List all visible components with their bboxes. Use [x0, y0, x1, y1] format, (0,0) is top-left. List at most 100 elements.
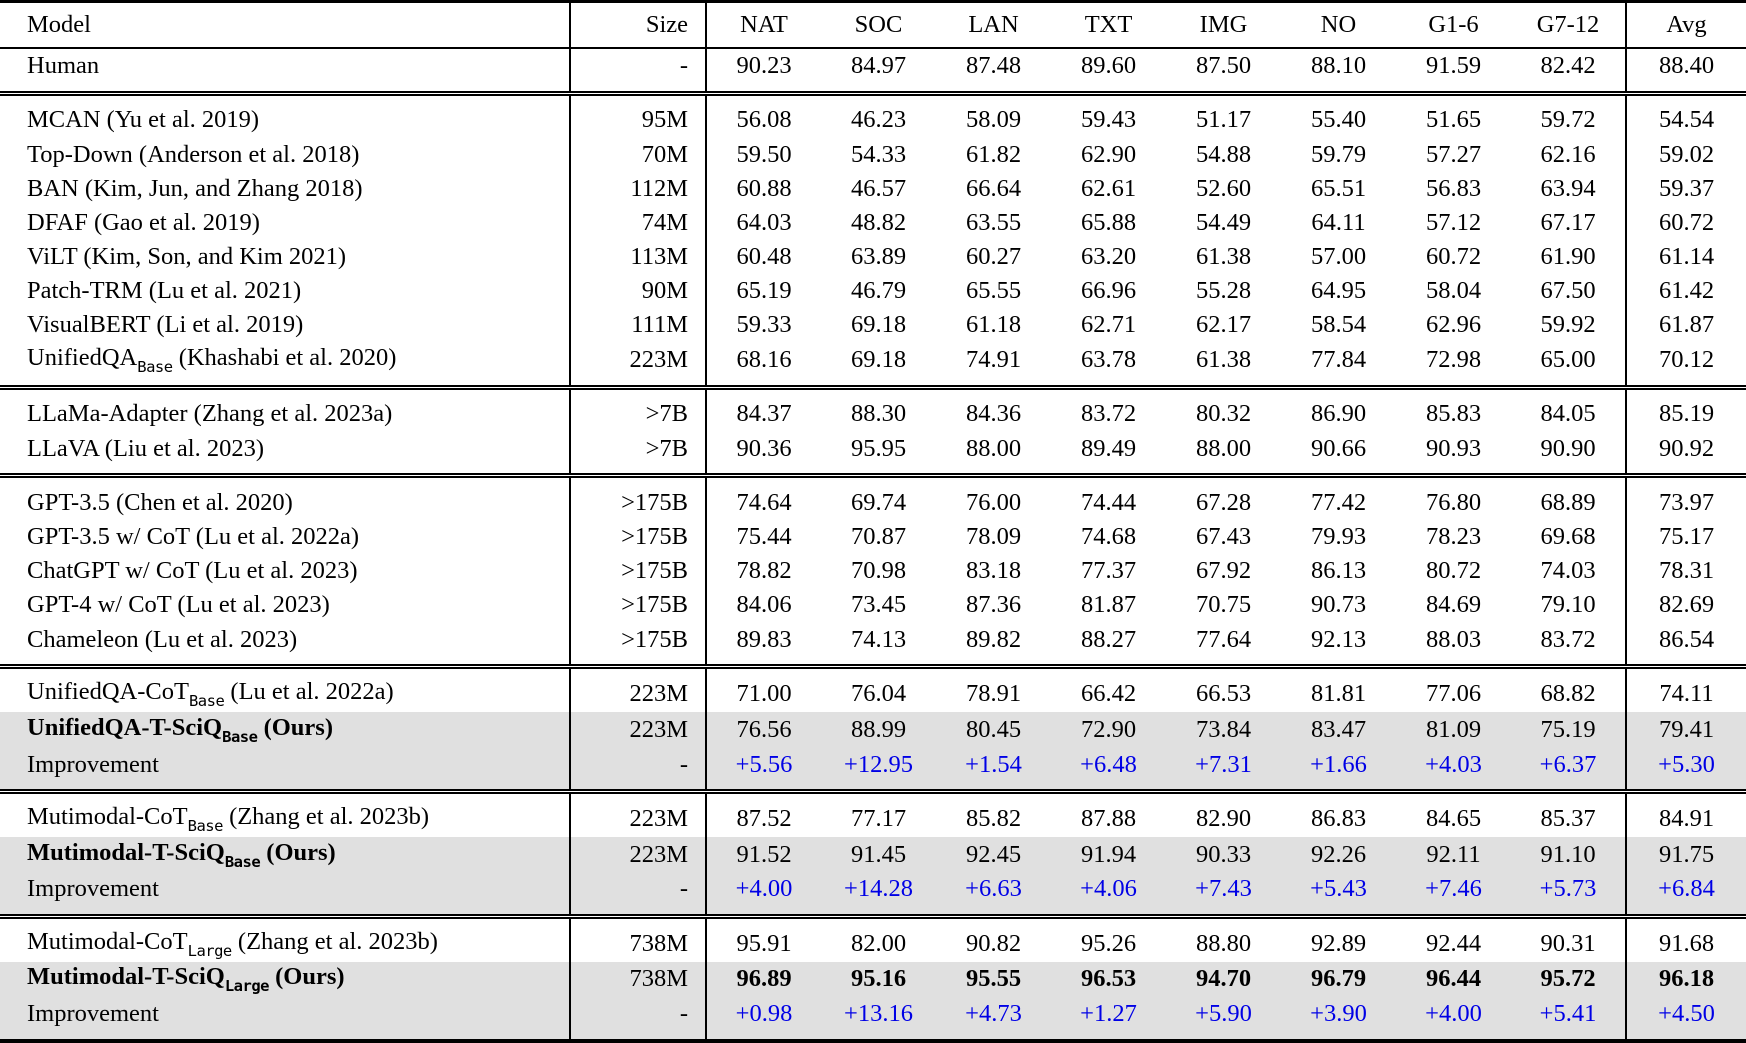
score-cell: 84.97: [850, 52, 907, 80]
table-row: Improvement - +0.98 +13.16 +4.73 +1.27 +5.90 +3…: [0, 996, 1746, 1041]
size-cell: 113M: [570, 239, 707, 274]
score-cell: 65.19: [736, 276, 792, 304]
score-cell: 74.03: [1511, 554, 1627, 589]
table-row: VisualBERT (Li et al. 2019) 111M 59.33 69.1…: [0, 307, 1746, 342]
size-cell: -: [570, 996, 707, 1041]
score-cell: 58.04: [1425, 276, 1482, 304]
score-cell: 88.27: [1080, 625, 1137, 653]
header-row: Model Size NAT SOC LAN TXT IMG NO G1-6 G7-12 Avg: [0, 1, 1746, 49]
size-cell: >175B: [570, 520, 707, 555]
score-cell: 73.45: [850, 591, 907, 619]
score-cell: +4.06: [1051, 872, 1166, 917]
score-cell: 60.88: [736, 174, 792, 202]
score-cell: 57.12: [1425, 208, 1482, 236]
score-cell: 62.16: [1511, 137, 1627, 172]
score-cell: +6.63: [936, 872, 1051, 917]
score-cell: 91.52: [706, 836, 821, 873]
model-cell: GPT-3.5 w/ CoT (Lu et al. 2022a): [0, 520, 571, 555]
score-cell: +5.56: [706, 747, 821, 792]
table-row: Mutimodal-T-SciQLarge (Ours) 738M 96.89 95.…: [0, 961, 1746, 997]
model-name: Improvement: [27, 1000, 159, 1028]
column-header: G1-6: [1396, 1, 1511, 49]
table-row: UnifiedQA-CoTBase (Lu et al. 2022a) 223M 7…: [0, 664, 1746, 713]
model-cell: Mutimodal-CoTBase (Zhang et al. 2023b): [0, 788, 571, 837]
score-cell: 65.51: [1310, 174, 1367, 202]
score-cell: 60.27: [965, 242, 1022, 270]
score-cell: 84.69: [1425, 591, 1482, 619]
score-cell: 77.42: [1281, 473, 1396, 521]
size-cell: -: [570, 48, 707, 94]
avg-cell: 74.11: [1626, 664, 1746, 713]
score-cell: 84.06: [736, 591, 792, 619]
table-row: MCAN (Yu et al. 2019) 95M 56.08 46.23 58.09 5…: [0, 90, 1746, 138]
table-row: UnifiedQABase (Khashabi et al. 2020) 223M…: [0, 341, 1746, 388]
score-cell: 95.91: [706, 913, 821, 962]
model-cell: MCAN (Yu et al. 2019): [0, 90, 571, 138]
score-cell: +5.73: [1511, 872, 1627, 917]
score-cell: +4.03: [1396, 747, 1511, 792]
score-cell: 90.82: [936, 913, 1051, 962]
score-cell: 96.79: [1281, 961, 1396, 997]
score-cell: 86.90: [1281, 384, 1396, 432]
score-cell: 89.49: [1080, 434, 1137, 462]
score-cell: 76.56: [706, 712, 821, 748]
score-cell: 62.71: [1080, 310, 1137, 338]
score-cell: 63.89: [850, 242, 907, 270]
column-header: NAT: [706, 1, 821, 49]
size-cell: 738M: [570, 913, 707, 962]
score-cell: 65.55: [965, 276, 1022, 304]
table-row: GPT-4 w/ CoT (Lu et al. 2023) >175B 84.06 7…: [0, 588, 1746, 623]
model-cell: VisualBERT (Li et al. 2019): [0, 307, 571, 342]
avg-cell: 91.68: [1626, 913, 1746, 962]
table-row: UnifiedQA-T-SciQBase (Ours) 223M 76.56 88.9…: [0, 712, 1746, 748]
score-cell: 86.83: [1281, 788, 1396, 837]
score-cell: 68.16: [736, 345, 792, 373]
table-row: BAN (Kim, Jun, and Zhang 2018) 112M 60.88 4…: [0, 171, 1746, 206]
score-cell: 96.44: [1396, 961, 1511, 997]
model-name: MCAN (Yu et al. 2019): [27, 106, 260, 134]
score-cell: 89.60: [1080, 52, 1137, 80]
model-cell: Human: [0, 48, 571, 94]
avg-cell: 82.69: [1658, 591, 1715, 619]
score-cell: 59.92: [1511, 307, 1627, 342]
table-row: DFAF (Gao et al. 2019) 74M 64.03 48.82 63.55…: [0, 205, 1746, 240]
model-name-subscript: Large: [187, 941, 233, 960]
score-cell: 61.90: [1511, 239, 1627, 274]
score-cell: 74.68: [1080, 523, 1137, 551]
model-name: UnifiedQA: [27, 343, 138, 371]
model-cell: LLaVA (Liu et al. 2023): [0, 431, 571, 476]
model-cell: Mutimodal-T-SciQBase (Ours): [0, 836, 571, 873]
model-name-citation: (Lu et al. 2022a): [224, 678, 394, 706]
score-cell: 75.44: [736, 523, 792, 551]
avg-cell: 90.92: [1658, 434, 1715, 462]
model-cell: GPT-3.5 (Chen et al. 2020): [0, 473, 571, 521]
score-cell: 69.68: [1511, 520, 1627, 555]
table-row: Human - 90.23 84.97 87.48 89.60 87.50 88.10 91.5…: [0, 48, 1746, 94]
score-cell: 88.00: [965, 434, 1022, 462]
score-cell: 75.19: [1511, 712, 1627, 748]
model-name: Improvement: [27, 750, 159, 778]
model-name: ChatGPT w/ CoT (Lu et al. 2023): [27, 557, 358, 585]
score-cell: 96.53: [1051, 961, 1166, 997]
avg-cell: 85.19: [1626, 384, 1746, 432]
size-cell: >175B: [570, 622, 707, 667]
table-row: Chameleon (Lu et al. 2023) >175B 89.83 74.1…: [0, 622, 1746, 667]
model-cell: Top-Down (Anderson et al. 2018): [0, 137, 571, 172]
score-cell: +5.41: [1511, 996, 1627, 1041]
size-cell: 223M: [570, 836, 707, 873]
model-cell: UnifiedQA-T-SciQBase (Ours): [0, 712, 571, 748]
score-cell: 59.33: [736, 310, 792, 338]
score-cell: 87.52: [706, 788, 821, 837]
model-cell: Mutimodal-CoTLarge (Zhang et al. 2023b): [0, 913, 571, 962]
score-cell: 92.13: [1310, 625, 1367, 653]
model-name: Human: [27, 52, 100, 80]
score-cell: 91.94: [1051, 836, 1166, 873]
score-cell: 82.42: [1511, 48, 1627, 94]
column-header: LAN: [936, 1, 1051, 49]
score-cell: 77.64: [1195, 625, 1252, 653]
model-name-citation: (Zhang et al. 2023b): [231, 927, 438, 955]
avg-cell: +4.50: [1626, 996, 1746, 1041]
score-cell: +4.00: [706, 872, 821, 917]
score-cell: 84.37: [706, 384, 821, 432]
score-cell: 90.66: [1310, 434, 1367, 462]
